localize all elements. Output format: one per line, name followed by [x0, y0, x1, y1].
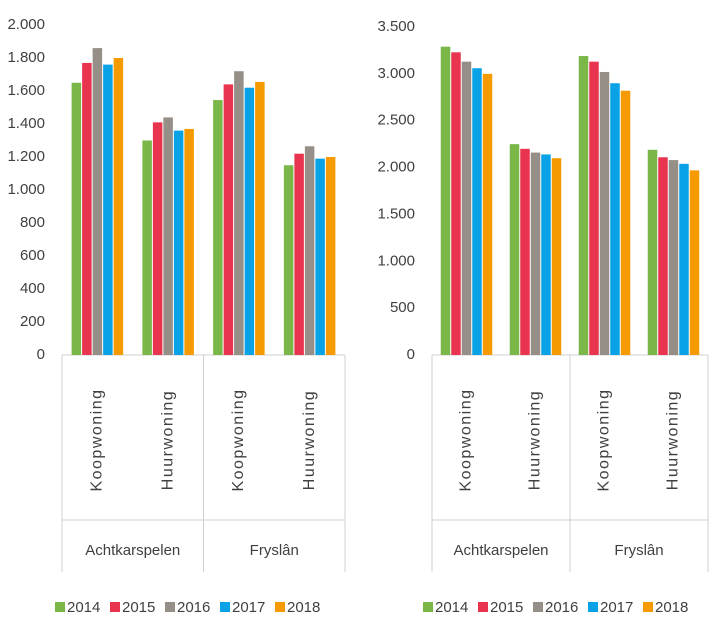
bar [610, 83, 620, 355]
bar [668, 160, 679, 355]
x-tick-label: Koopwoning [89, 388, 106, 491]
y-tick-label: 800 [20, 214, 45, 231]
legend-swatch [478, 602, 488, 612]
bar [244, 87, 255, 355]
legend-swatch [55, 602, 65, 612]
legend-swatch [423, 602, 433, 612]
y-tick-label: 1.400 [7, 115, 45, 132]
bar [142, 140, 152, 355]
bar [152, 122, 163, 355]
y-tick-label: 400 [20, 280, 45, 297]
bar [647, 149, 658, 355]
x-tick-label: Koopwoning [596, 388, 613, 491]
y-tick-label: 1.800 [7, 49, 45, 66]
group-label: Fryslân [614, 542, 663, 559]
legend-label: 2018 [655, 599, 688, 616]
x-tick-label: Koopwoning [230, 388, 247, 491]
bar [679, 163, 689, 355]
bar [530, 152, 541, 355]
legend-swatch [643, 602, 653, 612]
y-tick-label: 3.000 [377, 65, 415, 82]
bar [283, 165, 294, 355]
legend-label: 2015 [490, 599, 523, 616]
bar [234, 71, 244, 355]
bar [689, 170, 700, 355]
y-tick-label: 1.600 [7, 82, 45, 99]
y-tick-label: 0 [37, 346, 45, 363]
bar [589, 61, 599, 355]
x-tick-label: Huurwoning [301, 390, 318, 490]
legend-swatch [275, 602, 285, 612]
bar [472, 68, 482, 355]
bar [184, 128, 194, 355]
y-tick-label: 2.500 [377, 112, 415, 129]
legend-label: 2015 [122, 599, 155, 616]
bar [599, 71, 610, 356]
bar [82, 62, 92, 355]
x-tick-label: Huurwoning [527, 390, 544, 490]
y-tick-label: 1.500 [377, 205, 415, 222]
y-tick-label: 3.500 [377, 18, 415, 35]
x-tick-label: Huurwoning [159, 390, 176, 490]
bar [255, 81, 265, 356]
bar [451, 52, 461, 355]
group-label: Achtkarspelen [453, 542, 548, 559]
x-tick-label: Koopwoning [458, 388, 475, 491]
bar [482, 73, 493, 355]
bar [213, 100, 223, 355]
legend-label: 2014 [435, 599, 468, 616]
legend-label: 2017 [600, 599, 633, 616]
y-tick-label: 1.000 [7, 181, 45, 198]
bar [461, 61, 472, 355]
bar [71, 82, 82, 355]
legend-label: 2016 [545, 599, 578, 616]
legend-swatch [588, 602, 598, 612]
bar [551, 158, 562, 355]
y-tick-label: 2.000 [377, 159, 415, 176]
legend-swatch [165, 602, 175, 612]
y-tick-label: 200 [20, 313, 45, 330]
bar [315, 158, 325, 355]
legend-label: 2018 [287, 599, 320, 616]
y-tick-label: 500 [390, 299, 415, 316]
bar [541, 154, 551, 355]
group-label: Fryslân [250, 542, 299, 559]
bar [173, 130, 184, 355]
y-tick-label: 1.200 [7, 148, 45, 165]
legend-label: 2016 [177, 599, 210, 616]
y-tick-label: 600 [20, 247, 45, 264]
bar [103, 64, 113, 355]
legend-swatch [110, 602, 120, 612]
x-tick-label: Huurwoning [665, 390, 682, 490]
bar [304, 146, 315, 355]
legend-label: 2014 [67, 599, 100, 616]
bar [163, 117, 173, 356]
bar [620, 90, 631, 356]
legend-label: 2017 [232, 599, 265, 616]
legend-swatch [220, 602, 230, 612]
y-tick-label: 2.000 [7, 16, 45, 33]
bar [92, 48, 103, 355]
bar [294, 153, 304, 355]
group-label: Achtkarspelen [85, 542, 180, 559]
y-tick-label: 0 [407, 346, 415, 363]
bar [509, 144, 520, 355]
bar [325, 157, 336, 355]
bar [578, 56, 589, 356]
bar [440, 46, 451, 356]
bar [658, 157, 668, 355]
bar [520, 148, 530, 355]
y-tick-label: 1.000 [377, 252, 415, 269]
bar [223, 84, 234, 356]
bar [113, 58, 124, 355]
legend-swatch [533, 602, 543, 612]
